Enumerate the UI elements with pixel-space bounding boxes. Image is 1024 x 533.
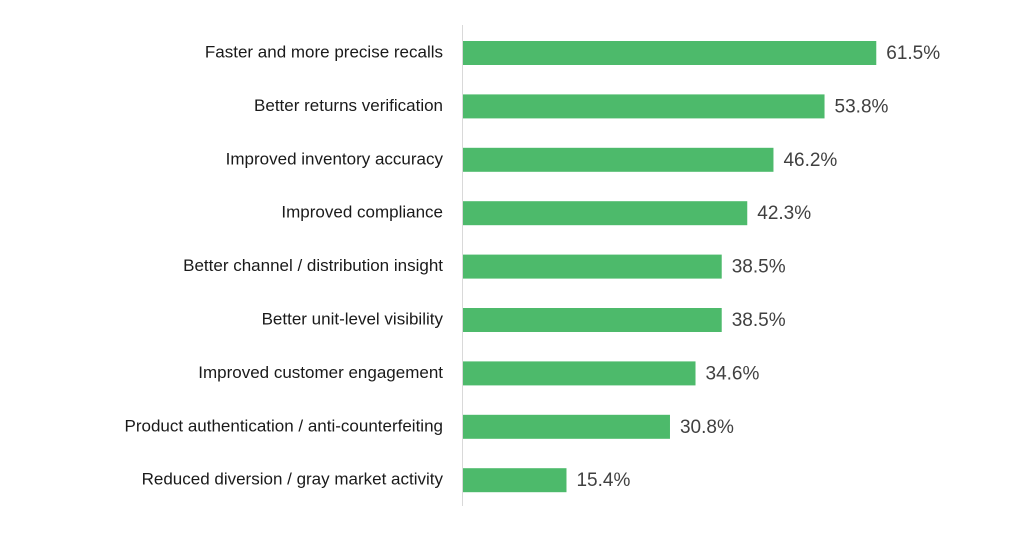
category-label: Reduced diversion / gray market activity — [142, 470, 444, 489]
value-label: 38.5% — [732, 257, 786, 278]
category-label: Better returns verification — [254, 96, 443, 115]
bar — [463, 94, 825, 119]
bar — [463, 201, 748, 226]
category-label: Improved customer engagement — [198, 363, 443, 382]
category-label: Better channel / distribution insight — [183, 256, 443, 275]
value-label: 38.5% — [732, 310, 786, 331]
category-label: Better unit-level visibility — [262, 309, 444, 328]
bar — [463, 308, 722, 332]
category-label: Improved inventory accuracy — [226, 149, 444, 168]
bar — [463, 147, 774, 172]
bar — [463, 254, 722, 279]
value-label: 53.8% — [835, 96, 889, 117]
category-label: Improved compliance — [281, 203, 443, 222]
value-label: 61.5% — [886, 43, 940, 64]
bar — [463, 361, 696, 386]
value-label: 42.3% — [757, 203, 811, 224]
bar — [463, 41, 877, 65]
bar — [463, 468, 567, 493]
category-label: Product authentication / anti-counterfei… — [125, 416, 443, 435]
bar — [463, 414, 670, 439]
value-label: 34.6% — [706, 363, 760, 384]
value-label: 46.2% — [783, 150, 837, 171]
value-label: 30.8% — [680, 417, 734, 438]
value-label: 15.4% — [576, 470, 630, 491]
category-label: Faster and more precise recalls — [205, 42, 443, 61]
